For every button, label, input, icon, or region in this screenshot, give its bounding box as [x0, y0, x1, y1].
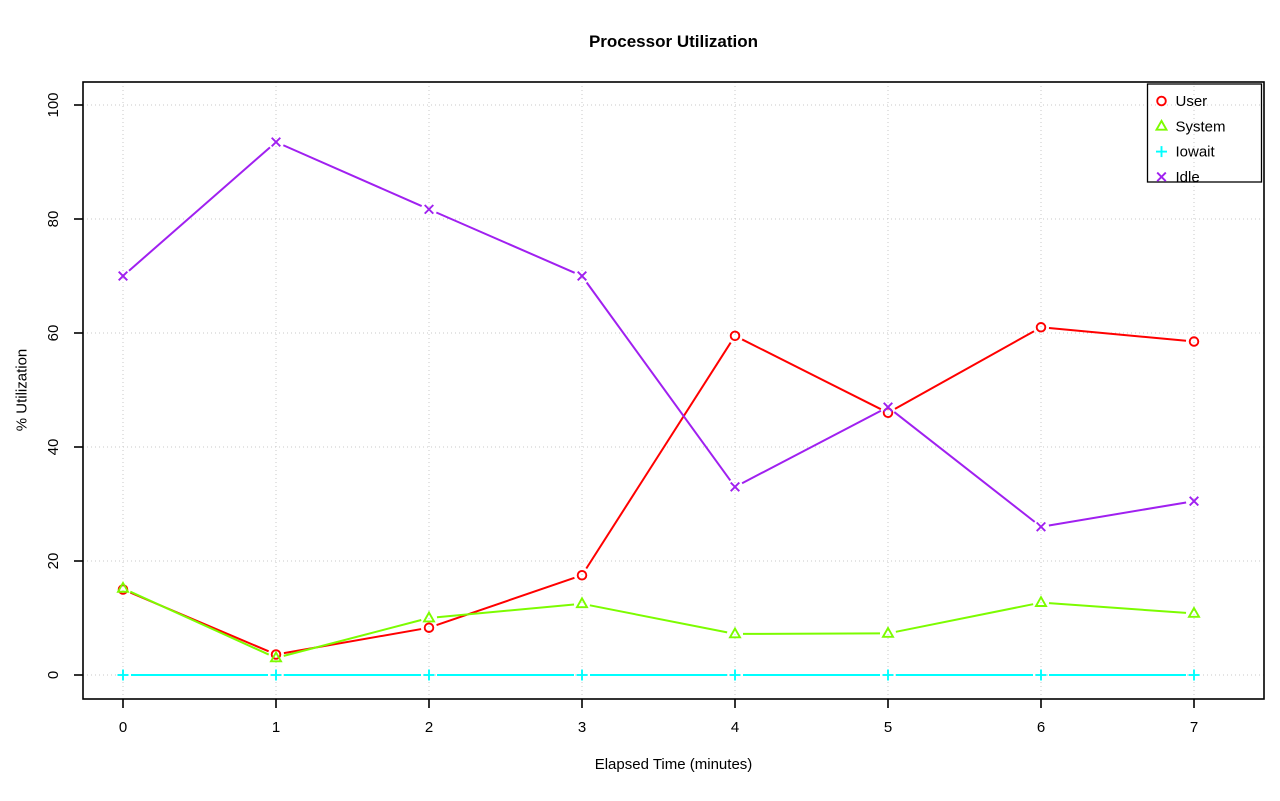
chart-title: Processor Utilization [588, 32, 759, 51]
series-iowait [117, 669, 1200, 681]
svg-text:20: 20 [45, 553, 62, 570]
legend-label-user: User [1176, 93, 1208, 110]
legend: User System Iowait Idle [1146, 83, 1263, 186]
legend-label-idle: Idle [1176, 169, 1200, 186]
series-user [117, 322, 1200, 660]
legend-label-iowait: Iowait [1176, 144, 1216, 161]
svg-text:100: 100 [45, 92, 62, 117]
svg-text:4: 4 [731, 719, 739, 736]
legend-label-system: System [1176, 118, 1226, 135]
axis-tick-labels: 0 1 2 3 4 5 6 7 0 20 40 60 80 100 [45, 92, 1198, 736]
plot-box [82, 81, 1265, 700]
x-axis-label: Elapsed Time (minutes) [594, 756, 753, 773]
svg-text:1: 1 [272, 719, 280, 736]
svg-text:6: 6 [1037, 719, 1045, 736]
svg-text:0: 0 [45, 671, 62, 679]
series-idle [118, 137, 1199, 532]
svg-text:80: 80 [45, 211, 62, 228]
svg-text:3: 3 [578, 719, 586, 736]
y-axis-label: % Utilization [13, 348, 31, 432]
series-system [116, 581, 1201, 663]
axis-ticks [74, 104, 1195, 708]
svg-text:60: 60 [45, 325, 62, 342]
svg-text:40: 40 [45, 439, 62, 456]
svg-text:2: 2 [425, 719, 433, 736]
svg-text:0: 0 [119, 719, 127, 736]
svg-text:5: 5 [884, 719, 892, 736]
svg-text:7: 7 [1190, 719, 1198, 736]
